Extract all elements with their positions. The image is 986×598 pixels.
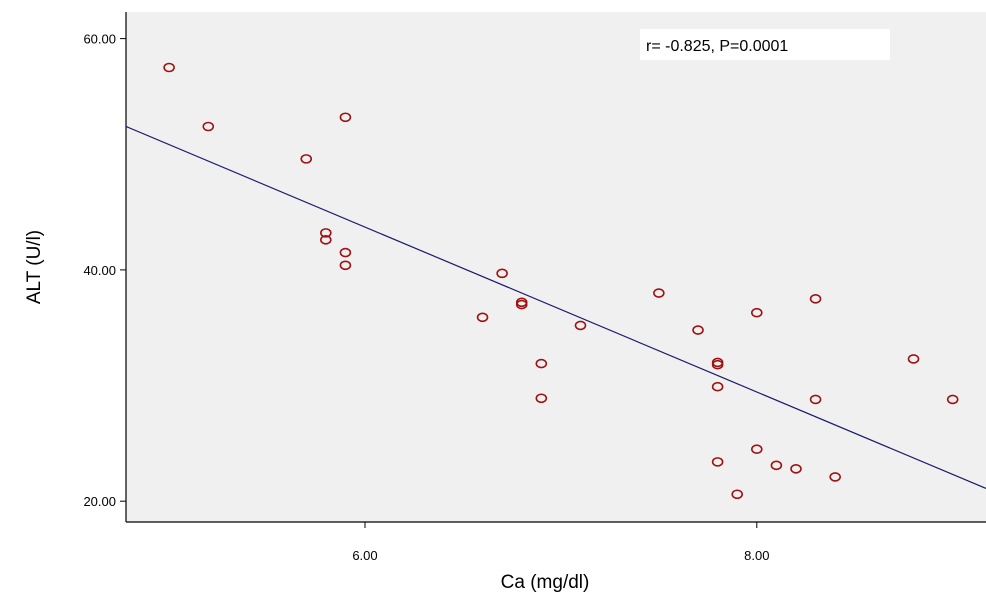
y-axis-title: ALT (U/l) — [24, 230, 45, 304]
y-tick-label: 20.00 — [83, 494, 116, 509]
data-point — [946, 394, 959, 405]
regression-line — [125, 125, 986, 490]
data-point — [535, 358, 548, 369]
annotation-background — [640, 29, 890, 60]
x-axis-ticks: 6.00 8.00 — [352, 522, 769, 563]
data-point — [711, 381, 724, 392]
data-point — [731, 489, 744, 500]
data-point — [339, 260, 352, 271]
data-point — [202, 121, 215, 132]
data-point — [790, 464, 802, 474]
annotation-box: r= -0.825, P=0.0001 — [640, 29, 890, 60]
plot-background — [126, 12, 986, 522]
plot-area: 6.00 8.00 20.00 40.00 60.00 r= -0.825, P=0.… — [83, 12, 986, 563]
y-tick-label: 60.00 — [83, 32, 116, 47]
data-point — [476, 312, 489, 323]
data-point — [750, 444, 763, 454]
y-axis-ticks: 20.00 40.00 60.00 — [83, 32, 126, 509]
y-tick-label: 40.00 — [83, 263, 116, 278]
data-point — [339, 247, 352, 258]
data-point — [829, 472, 841, 482]
data-point — [574, 320, 587, 331]
data-point — [320, 228, 332, 238]
data-point — [515, 299, 528, 310]
x-axis-title: Ca (mg/dl) — [501, 572, 590, 593]
x-tick-label: 6.00 — [352, 548, 377, 563]
data-point — [809, 294, 822, 304]
data-point — [907, 354, 920, 364]
x-tick-label: 8.00 — [744, 548, 769, 563]
data-point — [711, 359, 724, 370]
data-point — [320, 235, 332, 245]
data-point — [535, 393, 548, 404]
data-point — [750, 307, 763, 318]
data-point — [339, 112, 352, 123]
data-point — [692, 325, 704, 335]
data-point — [653, 288, 665, 298]
data-point — [163, 62, 175, 73]
data-point — [496, 268, 508, 279]
data-point — [300, 154, 313, 164]
data-point — [711, 457, 724, 467]
data-points — [163, 62, 959, 500]
data-point — [770, 460, 783, 471]
data-point — [809, 394, 822, 405]
annotation-label: r= -0.825, P=0.0001 — [646, 38, 788, 55]
